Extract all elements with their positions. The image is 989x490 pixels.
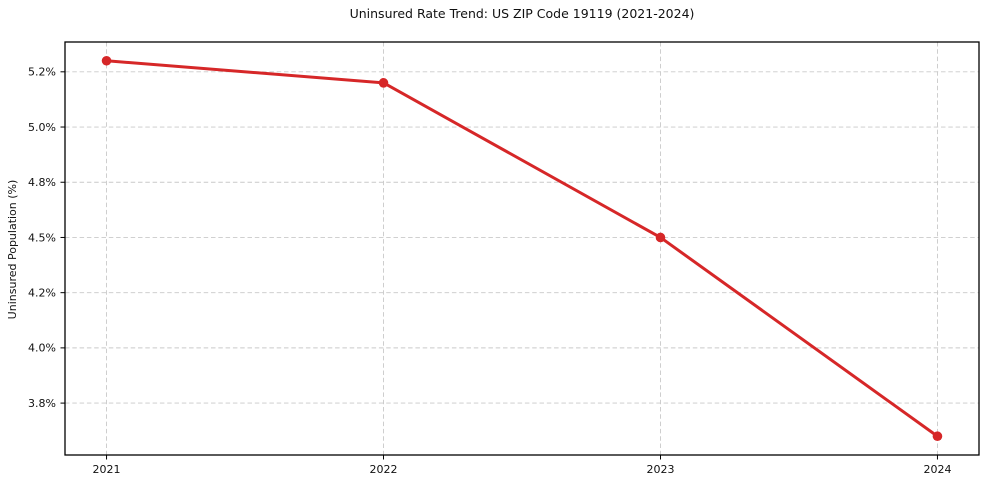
x-tick-label: 2021 bbox=[93, 463, 121, 476]
chart-title: Uninsured Rate Trend: US ZIP Code 19119 … bbox=[349, 6, 695, 21]
data-point-2021 bbox=[101, 55, 112, 66]
x-tick-label: 2022 bbox=[370, 463, 398, 476]
y-tick-label: 4.5% bbox=[28, 231, 56, 244]
y-tick-label: 5.0% bbox=[28, 121, 56, 134]
y-tick-label: 3.8% bbox=[28, 397, 56, 410]
y-tick-label: 5.2% bbox=[28, 66, 56, 79]
y-tick-label: 4.2% bbox=[28, 286, 56, 299]
x-tick-label: 2023 bbox=[646, 463, 674, 476]
trend-line bbox=[105, 59, 939, 438]
x-tick-label: 2024 bbox=[923, 463, 951, 476]
data-point-2024 bbox=[932, 431, 943, 442]
y-tick-label: 4.8% bbox=[28, 176, 56, 189]
y-tick-label: 4.0% bbox=[28, 342, 56, 355]
data-point-2023 bbox=[655, 232, 666, 243]
data-point-2022 bbox=[378, 78, 389, 88]
plot-frame bbox=[64, 41, 980, 456]
